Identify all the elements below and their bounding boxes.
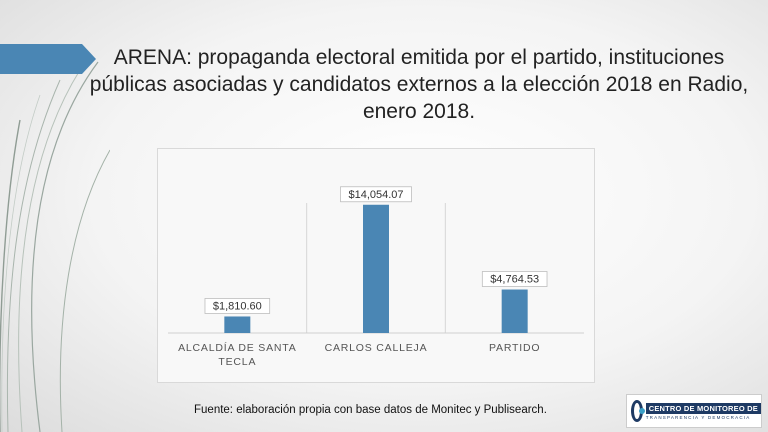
logo-title: CENTRO DE MONITOREO DE (645, 402, 761, 414)
category-label: ALCALDÍA DE SANTA (178, 341, 296, 354)
decorative-swooshes (0, 61, 110, 432)
data-label-box (481, 271, 548, 287)
logo-subtitle: TRANSPARENCIA Y DEMOCRACIA (645, 414, 751, 420)
logo-mark-icon (631, 400, 645, 422)
organization-logo: CENTRO DE MONITOREO DE TRANSPARENCIA Y D… (626, 394, 762, 428)
source-note: Fuente: elaboración propia con base dato… (194, 404, 547, 416)
category-label: TECLA (218, 356, 256, 368)
data-label: $4,764.53 (490, 274, 539, 286)
data-label: $14,054.07 (348, 189, 403, 201)
bar (224, 316, 251, 333)
chart-area: $1,810.60 ALCALDÍA DE SANTA TECLA $14,054.0… (157, 148, 595, 383)
category-label: CARLOS CALLEJA (325, 342, 428, 354)
category-label: PARTIDO (489, 342, 540, 354)
bar (501, 289, 528, 333)
bar (363, 204, 389, 333)
data-label: $1,810.60 (213, 300, 262, 312)
data-label-box (340, 186, 412, 203)
bar-chart: $1,810.60 ALCALDÍA DE SANTA TECLA $14,054.0… (168, 186, 584, 368)
title-arrow-marker (0, 44, 96, 74)
slide-title: ARENA: propaganda electoral emitida por … (89, 46, 749, 123)
data-label-box (204, 298, 271, 314)
